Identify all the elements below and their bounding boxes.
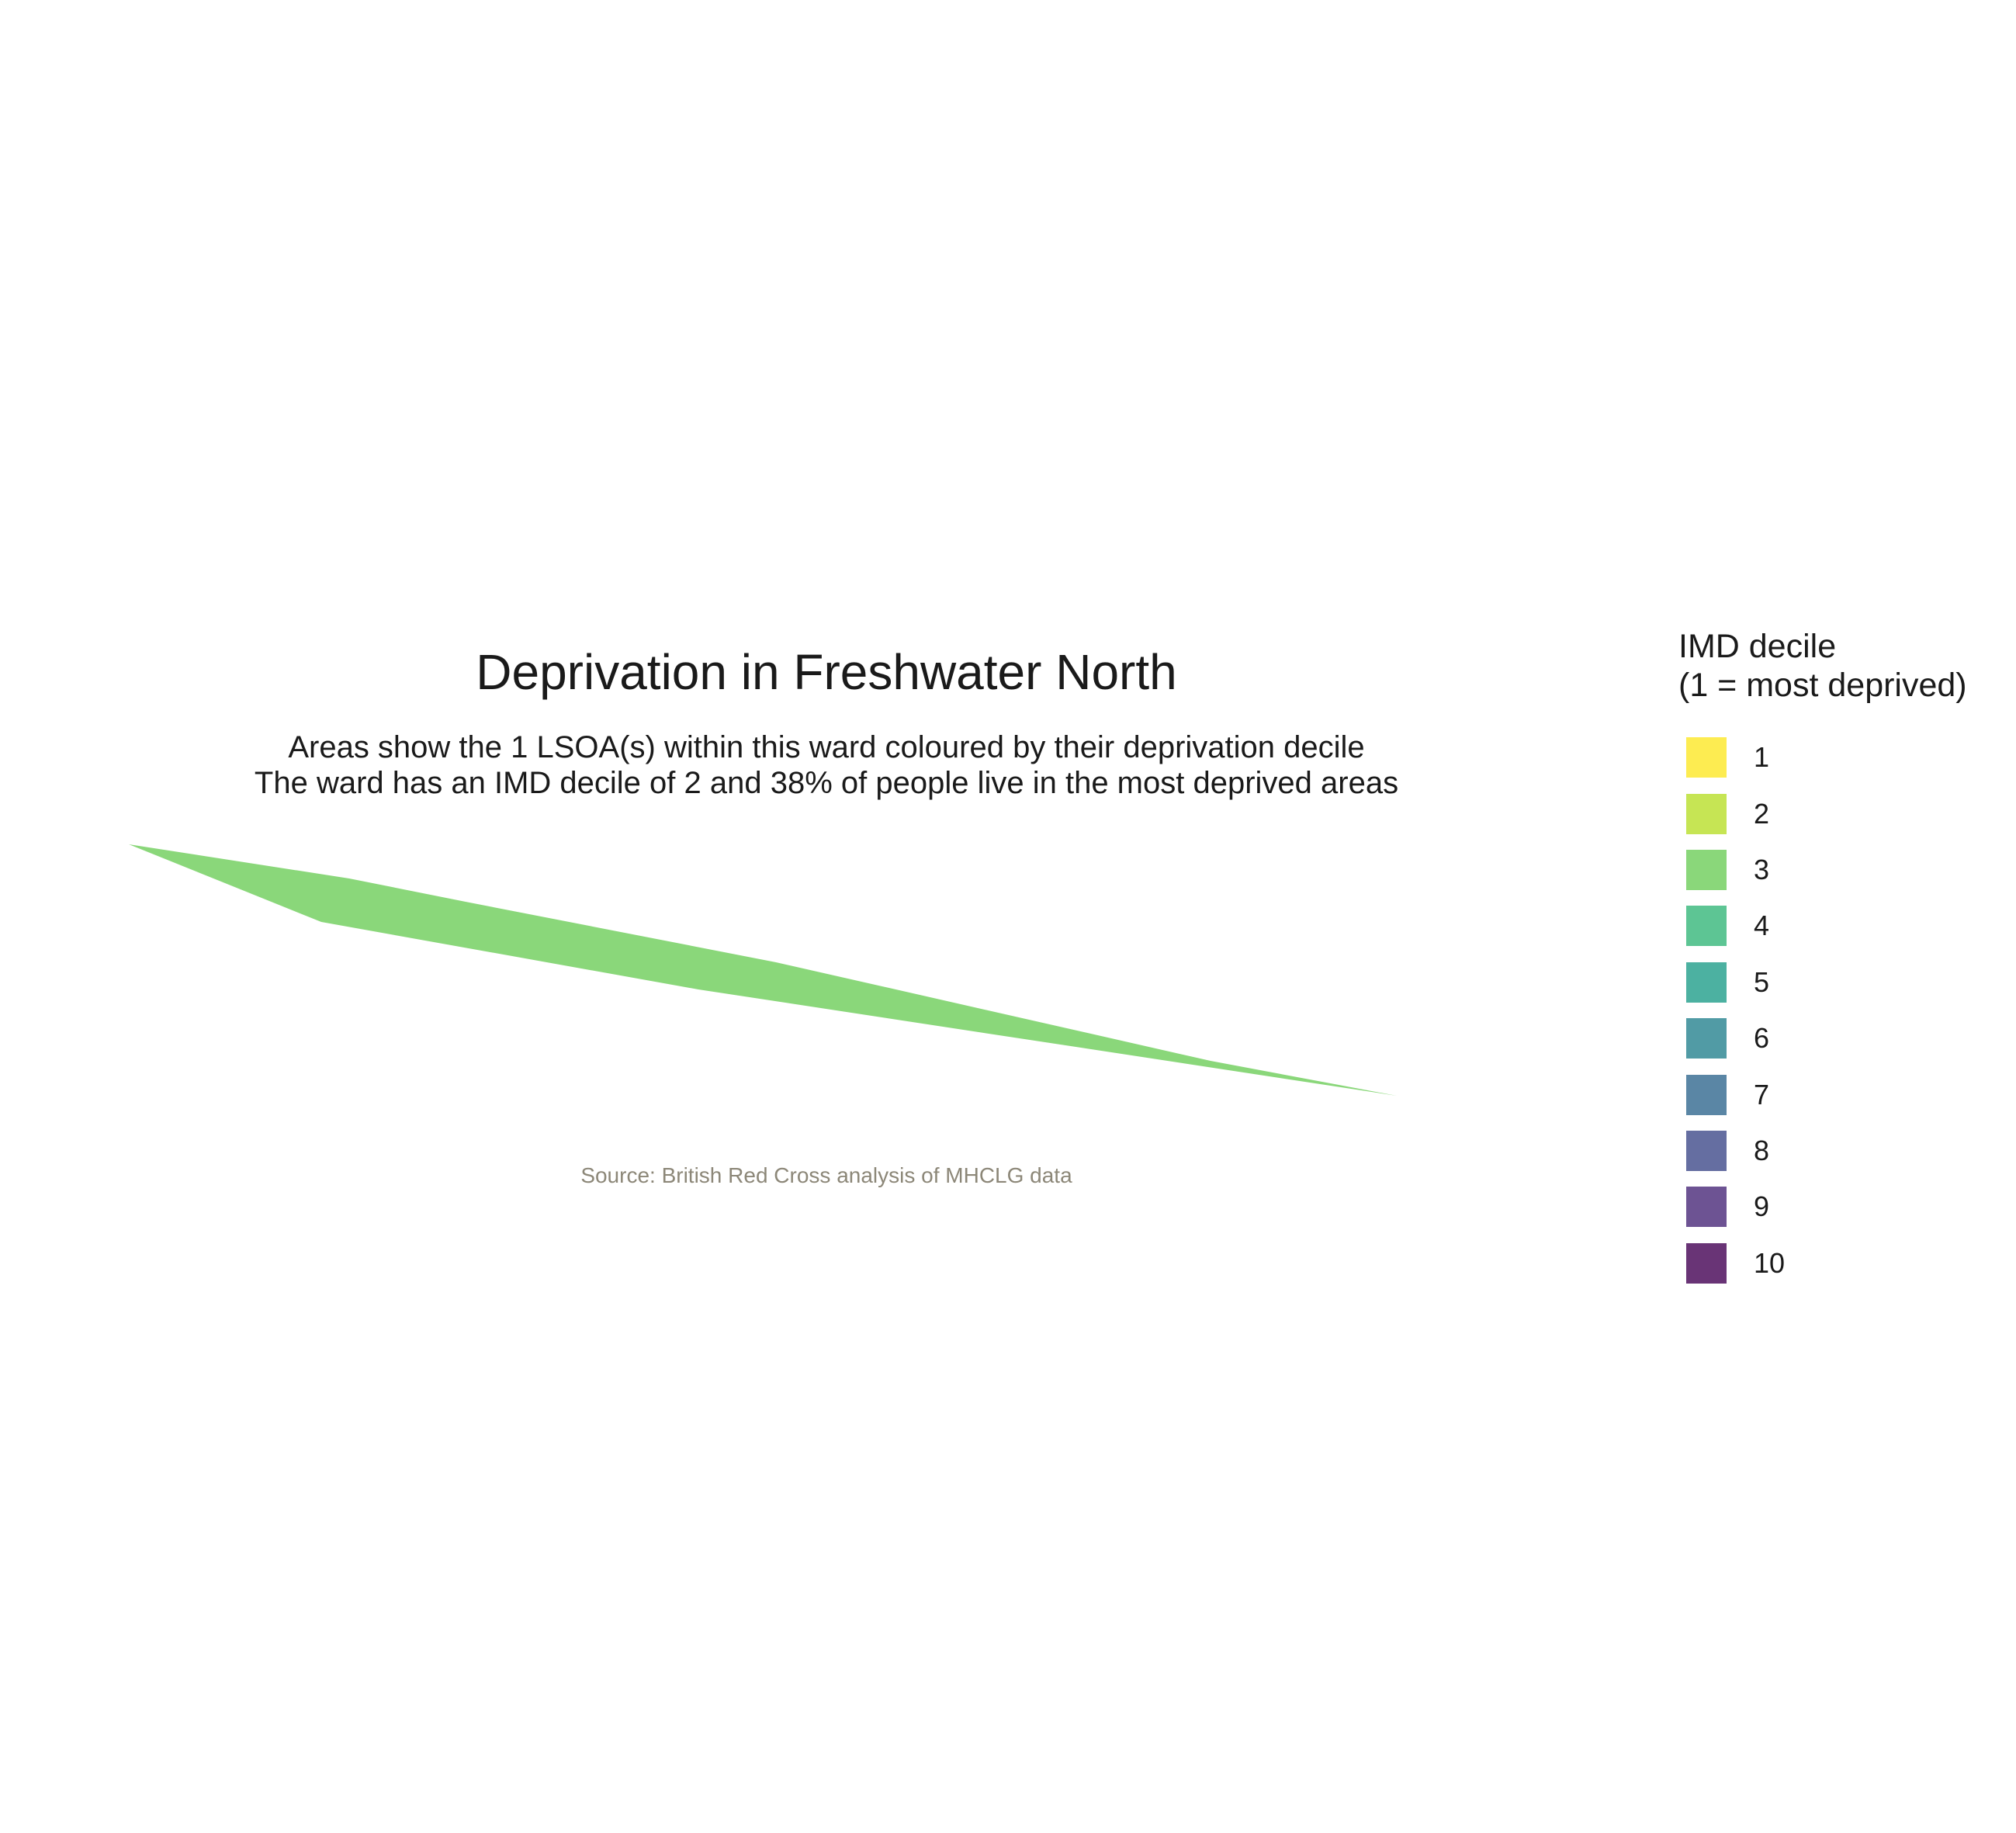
legend-item: 10	[1678, 1235, 2004, 1291]
lsoa-area-polygon	[129, 844, 1397, 1096]
legend-item: 5	[1678, 955, 2004, 1010]
subtitle-line-1: Areas show the 1 LSOA(s) within this war…	[288, 730, 1365, 764]
legend-label: 5	[1754, 965, 1770, 998]
legend-item: 2	[1678, 785, 2004, 841]
legend-swatch	[1686, 1242, 1727, 1284]
legend-items: 1 2 3 4 5 6 7 8 9 10	[1678, 729, 2004, 1291]
legend-label: 6	[1754, 1022, 1770, 1055]
legend-title-line-1: IMD decile	[1678, 628, 1837, 665]
legend-title-line-2: (1 = most deprived)	[1678, 667, 1967, 704]
legend-item: 7	[1678, 1066, 2004, 1122]
map-subtitle: Areas show the 1 LSOA(s) within this war…	[0, 729, 1653, 801]
legend-swatch	[1686, 1130, 1727, 1171]
legend-label: 10	[1754, 1246, 1786, 1279]
subtitle-line-2: The ward has an IMD decile of 2 and 38% …	[254, 766, 1399, 800]
legend-item: 1	[1678, 729, 2004, 785]
legend-label: 3	[1754, 853, 1770, 885]
legend: IMD decile (1 = most deprived) 1 2 3 4 5 6 7 8 9…	[1678, 627, 2004, 1291]
legend-label: 2	[1754, 797, 1770, 830]
legend-swatch	[1686, 849, 1727, 890]
legend-swatch	[1686, 962, 1727, 1003]
legend-label: 7	[1754, 1078, 1770, 1111]
legend-item: 8	[1678, 1123, 2004, 1179]
legend-label: 4	[1754, 910, 1770, 942]
map-caption: Source: British Red Cross analysis of MH…	[580, 1163, 1072, 1187]
legend-label: 8	[1754, 1134, 1770, 1166]
legend-swatch	[1686, 1074, 1727, 1115]
map-title: Deprivation in Freshwater North	[476, 644, 1177, 700]
legend-swatch	[1686, 1187, 1727, 1228]
legend-swatch	[1686, 906, 1727, 947]
legend-item: 6	[1678, 1010, 2004, 1066]
legend-item: 4	[1678, 898, 2004, 954]
legend-item: 3	[1678, 842, 2004, 898]
legend-title: IMD decile (1 = most deprived)	[1678, 627, 2004, 705]
legend-swatch	[1686, 1018, 1727, 1059]
legend-label: 9	[1754, 1190, 1770, 1223]
legend-item: 9	[1678, 1179, 2004, 1235]
map-panel	[129, 844, 1397, 1096]
legend-swatch	[1686, 737, 1727, 778]
legend-label: 1	[1754, 741, 1770, 774]
legend-swatch	[1686, 793, 1727, 834]
